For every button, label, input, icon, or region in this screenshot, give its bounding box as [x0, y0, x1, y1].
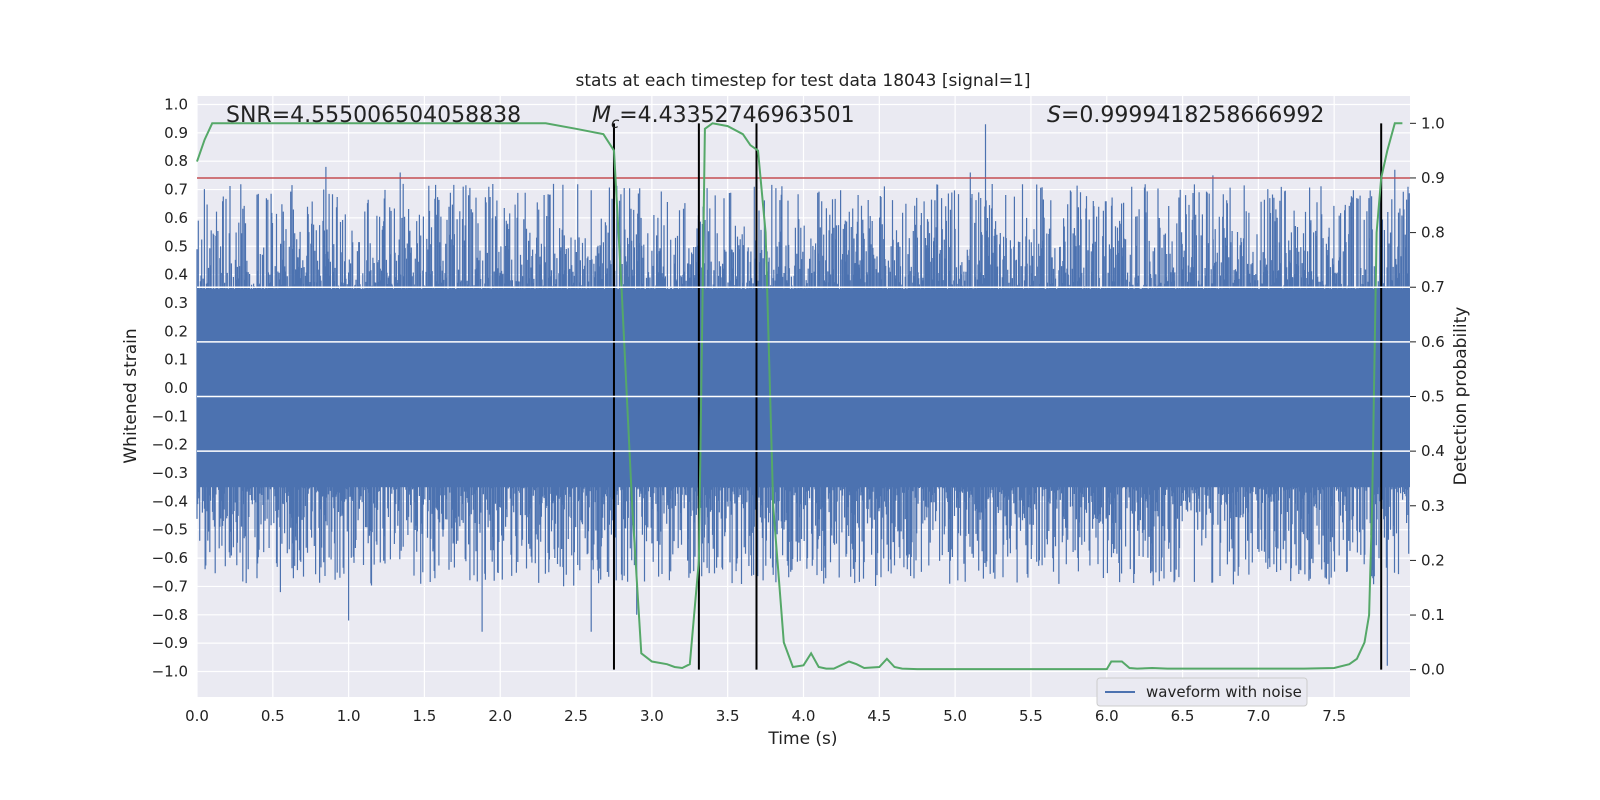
y-right-tick-label: 0.2: [1421, 551, 1445, 569]
chirp-mass-symbol: M: [592, 103, 611, 128]
x-tick-label: 1.5: [413, 707, 437, 725]
y-right-tick-label: 0.3: [1421, 497, 1445, 515]
x-tick-label: 1.0: [337, 707, 361, 725]
waveform-series: [196, 124, 1410, 666]
y-left-tick-label: 1.0: [164, 96, 188, 114]
x-tick-label: 7.0: [1246, 707, 1270, 725]
y-left-tick-label: −0.4: [152, 492, 188, 510]
x-tick-label: 7.5: [1322, 707, 1346, 725]
y-right-tick-label: 0.6: [1421, 333, 1445, 351]
x-tick-label: 4.5: [867, 707, 891, 725]
y-axis-left-ticks: 1.0 0.9 0.8 0.7 0.6 0.5 0.4 0.3 0.2 0.1 0.0 −0.1 −0.…: [152, 96, 188, 681]
y-left-tick-label: 0.1: [164, 351, 188, 369]
x-tick-label: 0.0: [185, 707, 209, 725]
y-axis-right-label: Detection probability: [1451, 307, 1471, 486]
x-tick-label: 5.5: [1019, 707, 1043, 725]
overlay-gridlines: [197, 286, 1410, 452]
y-left-tick-label: 0.5: [164, 237, 188, 255]
y-left-tick-label: 0.2: [164, 322, 188, 340]
y-left-tick-label: 0.0: [164, 379, 188, 397]
y-right-tick-label: 0.1: [1421, 606, 1445, 624]
x-axis-label: Time (s): [767, 729, 837, 749]
x-tick-label: 2.0: [488, 707, 512, 725]
y-left-tick-label: 0.7: [164, 181, 188, 199]
y-right-tick-label: 0.8: [1421, 224, 1445, 242]
x-tick-label: 6.5: [1171, 707, 1195, 725]
y-right-tick-label: 0.5: [1421, 388, 1445, 406]
chart-title: stats at each timestep for test data 180…: [576, 71, 1031, 91]
x-tick-label: 0.5: [261, 707, 285, 725]
x-tick-label: 6.0: [1095, 707, 1119, 725]
legend: waveform with noise: [1096, 677, 1308, 707]
chirp-mass-annotation: Mc=4.43352746963501: [592, 103, 855, 132]
y-left-tick-label: 0.4: [164, 266, 188, 284]
x-tick-label: 4.0: [792, 707, 816, 725]
y-left-tick-label: 0.3: [164, 294, 188, 312]
y-right-tick-label: 0.7: [1421, 278, 1445, 296]
detection-probability-line: [196, 122, 1403, 671]
score-value: =0.9999418258666992: [1061, 103, 1324, 128]
y-left-tick-label: 0.9: [164, 124, 188, 142]
y-right-tick-label: 1.0: [1421, 114, 1445, 132]
legend-label-waveform: waveform with noise: [1146, 683, 1302, 701]
x-tick-label: 2.5: [564, 707, 588, 725]
y-left-tick-label: −0.6: [152, 549, 188, 567]
y-left-tick-label: −1.0: [152, 662, 188, 680]
score-symbol: S: [1047, 103, 1061, 128]
score-annotation: S=0.9999418258666992: [1047, 103, 1324, 128]
y-left-tick-label: 0.8: [164, 152, 188, 170]
y-right-tick-label: 0.0: [1421, 661, 1445, 679]
x-tick-label: 3.5: [716, 707, 740, 725]
y-left-tick-label: −0.7: [152, 577, 188, 595]
y-left-tick-label: −0.2: [152, 436, 188, 454]
y-left-tick-label: −0.3: [152, 464, 188, 482]
legend-box: [1096, 677, 1308, 707]
x-axis-ticks: 0.0 0.5 1.0 1.5 2.0 2.5 3.0 3.5 4.0 4.5 5.0 5.5 6.0 6…: [185, 707, 1346, 725]
x-tick-label: 5.0: [943, 707, 967, 725]
y-right-tick-label: 0.4: [1421, 442, 1445, 460]
chirp-mass-subscript: c: [611, 114, 620, 132]
y-right-tick-label: 0.9: [1421, 169, 1445, 187]
waveform-spikes: [196, 124, 1410, 666]
chirp-mass-value: =4.43352746963501: [619, 103, 854, 128]
snr-annotation: SNR=4.555006504058838: [226, 103, 521, 128]
y-left-tick-label: 0.6: [164, 209, 188, 227]
y-left-tick-label: −0.9: [152, 634, 188, 652]
y-left-tick-label: −0.5: [152, 521, 188, 539]
y-left-tick-label: −0.8: [152, 606, 188, 624]
y-left-tick-label: −0.1: [152, 407, 188, 425]
y-axis-left-label: Whitened strain: [121, 328, 141, 463]
x-tick-label: 3.0: [640, 707, 664, 725]
y-axis-right-ticks: 1.0 0.9 0.8 0.7 0.6 0.5 0.4 0.3 0.2 0.1 0.0: [1410, 114, 1445, 679]
